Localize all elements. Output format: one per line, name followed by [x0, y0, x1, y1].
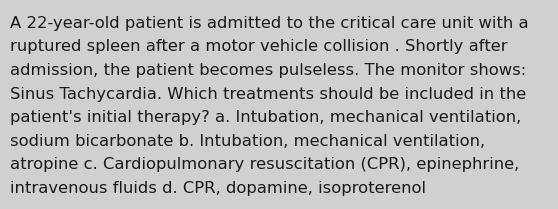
Text: ruptured spleen after a motor vehicle collision . Shortly after: ruptured spleen after a motor vehicle co…	[10, 40, 508, 55]
Text: admission, the patient becomes pulseless. The monitor shows:: admission, the patient becomes pulseless…	[10, 63, 526, 78]
Text: intravenous fluids d. CPR, dopamine, isoproterenol: intravenous fluids d. CPR, dopamine, iso…	[10, 181, 426, 195]
Text: Sinus Tachycardia. Which treatments should be included in the: Sinus Tachycardia. Which treatments shou…	[10, 87, 526, 102]
Text: patient's initial therapy? a. Intubation, mechanical ventilation,: patient's initial therapy? a. Intubation…	[10, 110, 521, 125]
Text: sodium bicarbonate b. Intubation, mechanical ventilation,: sodium bicarbonate b. Intubation, mechan…	[10, 134, 485, 149]
Text: A 22-year-old patient is admitted to the critical care unit with a: A 22-year-old patient is admitted to the…	[10, 16, 528, 31]
Text: atropine c. Cardiopulmonary resuscitation (CPR), epinephrine,: atropine c. Cardiopulmonary resuscitatio…	[10, 157, 519, 172]
